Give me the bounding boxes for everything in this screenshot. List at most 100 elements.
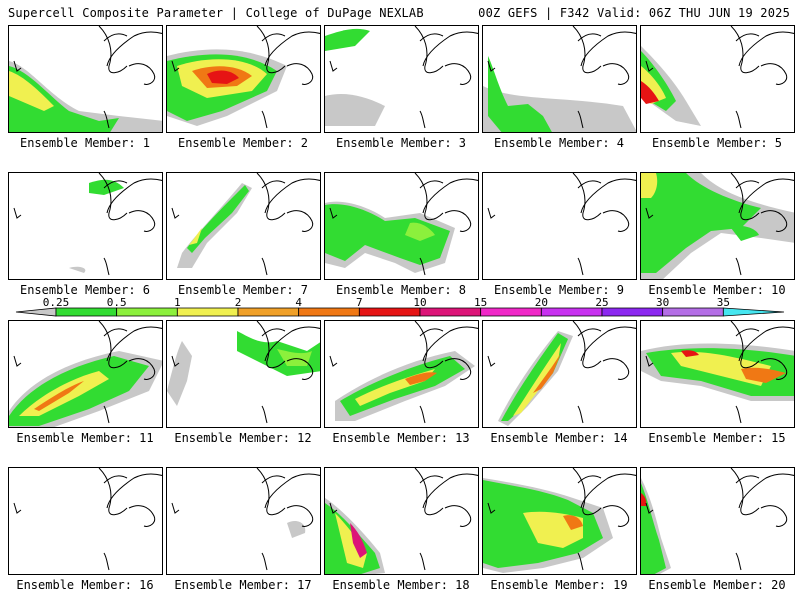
coastline bbox=[171, 502, 180, 514]
coastline bbox=[760, 63, 788, 85]
legend-swatch bbox=[237, 307, 300, 317]
ensemble-member-map bbox=[640, 467, 795, 575]
scp-contour bbox=[501, 333, 568, 421]
coastline bbox=[419, 257, 426, 276]
coastline bbox=[735, 475, 760, 484]
coastline bbox=[572, 26, 602, 74]
coastline bbox=[577, 328, 602, 337]
coastline bbox=[103, 475, 128, 484]
scp-contour bbox=[488, 56, 552, 132]
coastline bbox=[128, 210, 156, 232]
scp-field bbox=[487, 321, 636, 426]
coastline bbox=[444, 505, 472, 527]
scp-contour bbox=[405, 222, 435, 241]
coastline bbox=[735, 552, 742, 571]
coastline bbox=[738, 31, 794, 67]
scp-contour bbox=[189, 228, 202, 245]
scp-field bbox=[329, 321, 478, 424]
scp-contour bbox=[325, 94, 385, 126]
scp-field bbox=[325, 26, 478, 129]
coastline bbox=[580, 473, 636, 509]
scp-field bbox=[9, 26, 162, 132]
coastline bbox=[419, 405, 426, 424]
coastline bbox=[580, 178, 636, 214]
scp-field bbox=[9, 321, 162, 427]
scp-field bbox=[171, 173, 320, 276]
ensemble-member-map bbox=[324, 320, 479, 428]
coastline bbox=[419, 33, 444, 42]
ensemble-member-map bbox=[482, 172, 637, 280]
coastline bbox=[419, 328, 444, 337]
coastline bbox=[98, 321, 128, 369]
coastline bbox=[645, 60, 654, 72]
scp-field bbox=[325, 468, 478, 574]
ensemble-member-label: Ensemble Member: 14 bbox=[490, 431, 628, 445]
coastline bbox=[261, 180, 286, 189]
coastline bbox=[103, 110, 110, 129]
scp-contour bbox=[350, 523, 367, 558]
coastline bbox=[422, 473, 478, 509]
coastline bbox=[738, 326, 794, 362]
scp-field bbox=[167, 26, 320, 129]
coastline bbox=[261, 552, 268, 571]
scp-contour bbox=[167, 341, 192, 406]
scp-field bbox=[13, 468, 162, 571]
coastline bbox=[329, 207, 338, 219]
coastline bbox=[738, 473, 794, 509]
legend-swatch bbox=[55, 307, 118, 317]
coastline bbox=[577, 475, 602, 484]
ensemble-member-map bbox=[8, 467, 163, 575]
ensemble-member-map bbox=[8, 320, 163, 428]
ensemble-member-label: Ensemble Member: 9 bbox=[493, 283, 625, 297]
scp-field bbox=[641, 173, 794, 279]
ensemble-member-label: Ensemble Member: 20 bbox=[648, 578, 786, 592]
legend-swatch bbox=[176, 307, 239, 317]
ensemble-member-label: Ensemble Member: 10 bbox=[648, 283, 786, 297]
scp-contour bbox=[641, 173, 761, 273]
scp-contour bbox=[187, 185, 249, 253]
legend-tick-label: 7 bbox=[356, 298, 363, 309]
coastline bbox=[422, 326, 478, 362]
coastline bbox=[103, 552, 110, 571]
scp-field bbox=[171, 468, 320, 571]
legend-swatch bbox=[662, 307, 724, 317]
legend-tick-label: 0.5 bbox=[107, 298, 127, 309]
legend-tick-label: 0.25 bbox=[43, 298, 70, 309]
scp-contour bbox=[277, 349, 312, 366]
coastline bbox=[264, 326, 320, 362]
coastline bbox=[286, 358, 314, 380]
ensemble-member-label: Ensemble Member: 15 bbox=[648, 431, 786, 445]
ensemble-member-map bbox=[482, 320, 637, 428]
ensemble-member-map bbox=[324, 25, 479, 133]
legend-swatch bbox=[540, 307, 603, 317]
scp-field bbox=[641, 26, 794, 129]
coastline bbox=[414, 321, 444, 369]
scp-contour bbox=[641, 483, 666, 574]
coastline bbox=[261, 257, 268, 276]
coastline bbox=[98, 26, 128, 74]
coastline bbox=[419, 110, 426, 129]
coastline bbox=[487, 207, 496, 219]
legend-swatch bbox=[298, 307, 360, 317]
coastline bbox=[444, 358, 472, 380]
coastline bbox=[128, 63, 156, 85]
map-title: Supercell Composite Parameter | College … bbox=[8, 6, 424, 20]
coastline bbox=[106, 326, 162, 362]
coastline bbox=[422, 31, 478, 67]
legend-tick-label: 1 bbox=[174, 298, 181, 309]
scp-contour bbox=[9, 71, 54, 111]
coastline bbox=[760, 505, 788, 527]
coastline bbox=[286, 505, 314, 527]
scp-contour bbox=[641, 493, 647, 506]
scp-contour bbox=[207, 70, 239, 84]
scp-field bbox=[483, 468, 636, 573]
coastline bbox=[414, 26, 444, 74]
ensemble-member-label: Ensemble Member: 8 bbox=[335, 283, 467, 297]
coastline bbox=[735, 405, 742, 424]
coastline bbox=[98, 173, 128, 221]
ensemble-member-label: Ensemble Member: 16 bbox=[16, 578, 154, 592]
ensemble-member-label: Ensemble Member: 7 bbox=[177, 283, 309, 297]
coastline bbox=[106, 31, 162, 67]
scp-contour bbox=[681, 350, 699, 357]
legend-swatch bbox=[419, 307, 482, 317]
